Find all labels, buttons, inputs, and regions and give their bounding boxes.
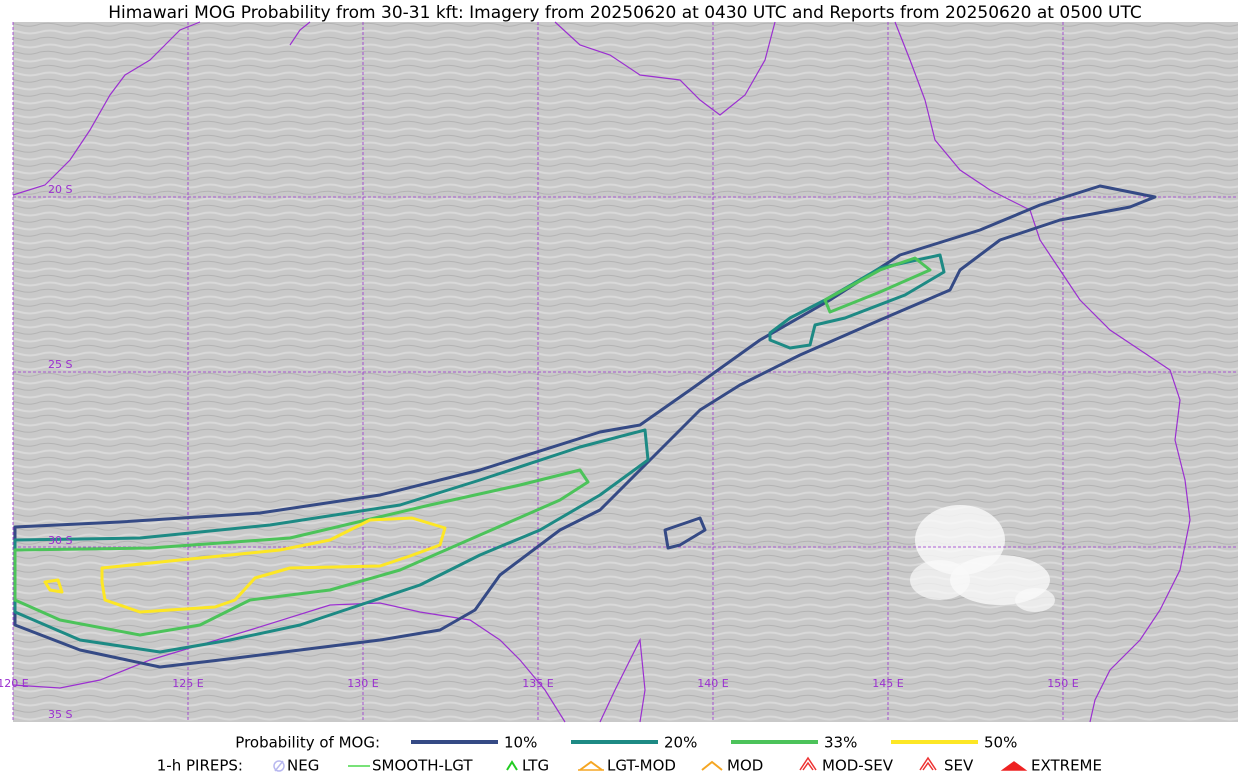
lon-label: 130 E (347, 677, 378, 690)
contour-20 (13, 428, 650, 654)
lat-label: 30 S (48, 534, 72, 547)
contour-33 (823, 256, 932, 314)
contour-50 (43, 578, 64, 594)
lon-label: 125 E (172, 677, 203, 690)
cloud-patch (910, 505, 1055, 612)
contour-10 (13, 184, 1157, 669)
lat-label: 20 S (48, 183, 72, 196)
legend-label: SEV (944, 757, 974, 775)
contours (13, 184, 1157, 669)
legend-label: 50% (984, 734, 1017, 752)
legend-label: LGT-MOD (607, 757, 676, 775)
legend-label: EXTREME (1031, 757, 1102, 775)
lon-label: 135 E (522, 677, 553, 690)
contour-50 (100, 516, 447, 614)
legend-label: MOD-SEV (822, 757, 894, 775)
lat-label: 25 S (48, 358, 72, 371)
lat-label: 35 S (48, 708, 72, 721)
contour-33 (13, 468, 590, 637)
map-labels: 20 S 25 S 30 S 35 S 120 E 125 E 130 E 13… (0, 183, 1079, 721)
lon-label: 120 E (0, 677, 29, 690)
lon-label: 140 E (697, 677, 728, 690)
legend-label: SMOOTH-LGT (372, 757, 473, 775)
contour-10 (663, 516, 707, 550)
legend-label: 10% (504, 734, 537, 752)
pirep-symbols (273, 756, 1028, 772)
legend-title: 1-h PIREPS: (157, 757, 243, 775)
legend-label: 20% (664, 734, 697, 752)
title: Himawari MOG Probability from 30-31 kft:… (108, 3, 1142, 23)
legend-label: 33% (824, 734, 857, 752)
map: 20 S 25 S 30 S 35 S 120 E 125 E 130 E 13… (0, 21, 1238, 723)
legend: Probability of MOG: 1-h PIREPS: 10% 20% 33… (157, 734, 1102, 775)
coastlines (12, 21, 1191, 723)
legend-title: Probability of MOG: (235, 734, 380, 752)
lon-label: 150 E (1047, 677, 1078, 690)
legend-label: MOD (727, 757, 763, 775)
lon-label: 145 E (872, 677, 903, 690)
legend-label: LTG (522, 757, 549, 775)
legend-label: NEG (287, 757, 319, 775)
graticule (12, 22, 1238, 722)
